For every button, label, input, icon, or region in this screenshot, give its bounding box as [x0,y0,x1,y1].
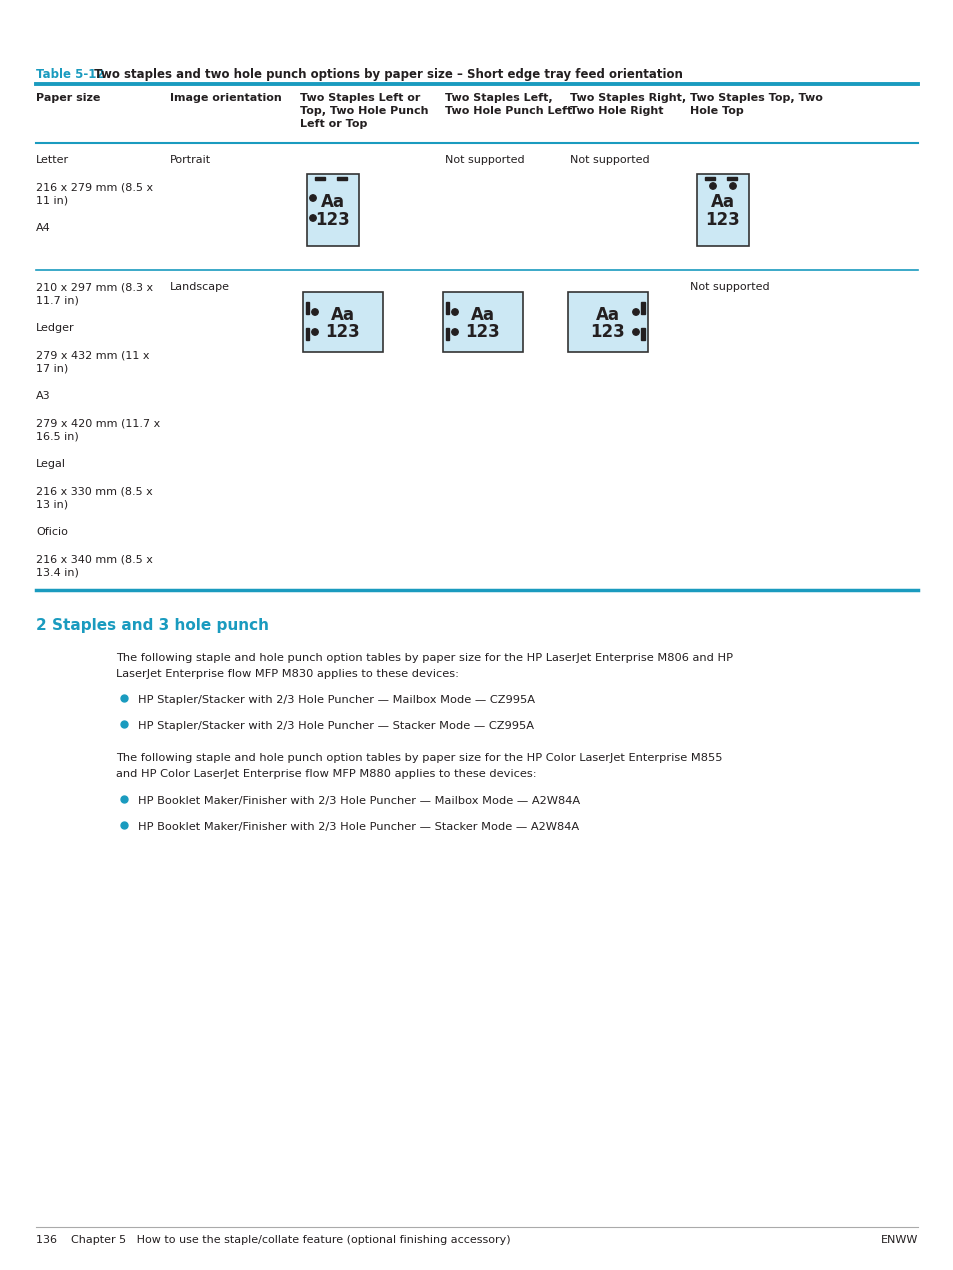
Text: The following staple and hole punch option tables by paper size for the HP Color: The following staple and hole punch opti… [116,753,721,763]
Text: HP Booklet Maker/Finisher with 2/3 Hole Puncher — Stacker Mode — A2W84A: HP Booklet Maker/Finisher with 2/3 Hole … [138,822,578,832]
Text: 123: 123 [705,211,740,229]
Text: HP Booklet Maker/Finisher with 2/3 Hole Puncher — Mailbox Mode — A2W84A: HP Booklet Maker/Finisher with 2/3 Hole … [138,796,579,806]
Text: 123: 123 [325,323,360,342]
Text: Aa: Aa [471,306,495,324]
Bar [640,328,644,340]
Circle shape [452,329,457,335]
Text: Two Staples Right,
Two Hole Right: Two Staples Right, Two Hole Right [569,93,685,116]
Bar [446,328,449,340]
Text: Aa: Aa [596,306,619,324]
Bar [314,177,325,180]
Text: Letter

216 x 279 mm (8.5 x
11 in)

A4: Letter 216 x 279 mm (8.5 x 11 in) A4 [36,155,153,232]
Circle shape [310,215,315,221]
FancyBboxPatch shape [307,174,358,246]
Bar [306,302,309,314]
Text: 2 Staples and 3 hole punch: 2 Staples and 3 hole punch [36,618,269,632]
Text: HP Stapler/Stacker with 2/3 Hole Puncher — Mailbox Mode — CZ995A: HP Stapler/Stacker with 2/3 Hole Puncher… [138,695,535,705]
Text: Aa: Aa [710,193,734,211]
Text: Aa: Aa [320,193,345,211]
Circle shape [312,329,318,335]
Text: Not supported: Not supported [689,282,769,292]
Circle shape [632,329,639,335]
Text: 123: 123 [465,323,500,342]
FancyBboxPatch shape [697,174,748,246]
Circle shape [312,309,318,315]
Text: Image orientation: Image orientation [170,93,281,103]
Bar [726,177,737,180]
Text: Paper size: Paper size [36,93,100,103]
Circle shape [310,194,315,201]
Bar [446,302,449,314]
Text: Not supported: Not supported [569,155,649,165]
Text: Two Staples Left or
Top, Two Hole Punch
Left or Top: Two Staples Left or Top, Two Hole Punch … [299,93,428,130]
Text: and HP Color LaserJet Enterprise flow MFP M880 applies to these devices:: and HP Color LaserJet Enterprise flow MF… [116,770,536,779]
Text: The following staple and hole punch option tables by paper size for the HP Laser: The following staple and hole punch opti… [116,653,732,663]
FancyBboxPatch shape [442,292,522,352]
Text: LaserJet Enterprise flow MFP M830 applies to these devices:: LaserJet Enterprise flow MFP M830 applie… [116,669,458,679]
Text: Two staples and two hole punch options by paper size – Short edge tray feed orie: Two staples and two hole punch options b… [90,69,682,81]
Bar [306,328,309,340]
Circle shape [632,309,639,315]
Circle shape [709,183,716,189]
Circle shape [729,183,736,189]
Text: Two Staples Left,
Two Hole Punch Left: Two Staples Left, Two Hole Punch Left [444,93,572,116]
Text: Landscape: Landscape [170,282,230,292]
FancyBboxPatch shape [303,292,382,352]
Bar [336,177,347,180]
Text: 136    Chapter 5   How to use the staple/collate feature (optional finishing acc: 136 Chapter 5 How to use the staple/coll… [36,1234,510,1245]
Text: Aa: Aa [331,306,355,324]
Bar [640,302,644,314]
Circle shape [452,309,457,315]
Text: 123: 123 [315,211,350,229]
Bar [704,177,714,180]
Text: Table 5-12: Table 5-12 [36,69,105,81]
Text: 123: 123 [590,323,625,342]
FancyBboxPatch shape [567,292,647,352]
Text: Not supported: Not supported [444,155,524,165]
Text: Two Staples Top, Two
Hole Top: Two Staples Top, Two Hole Top [689,93,822,116]
Text: Portrait: Portrait [170,155,211,165]
Text: 210 x 297 mm (8.3 x
11.7 in)

Ledger

279 x 432 mm (11 x
17 in)

A3

279 x 420 m: 210 x 297 mm (8.3 x 11.7 in) Ledger 279 … [36,282,160,578]
Text: ENWW: ENWW [880,1234,917,1245]
Text: HP Stapler/Stacker with 2/3 Hole Puncher — Stacker Mode — CZ995A: HP Stapler/Stacker with 2/3 Hole Puncher… [138,721,534,732]
